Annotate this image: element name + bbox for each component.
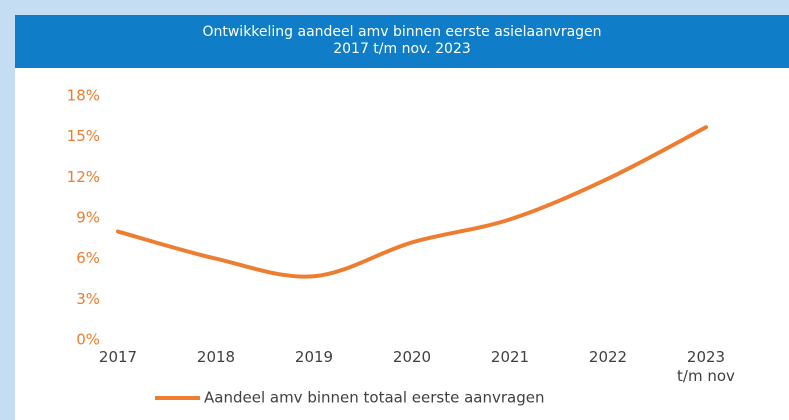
x-tick-label: 2023 t/m nov bbox=[677, 348, 735, 385]
series-line bbox=[116, 125, 708, 279]
y-tick-label: 15% bbox=[67, 127, 100, 145]
x-tick-label: 2021 bbox=[490, 348, 530, 366]
x-tick-label: 2019 bbox=[294, 348, 334, 366]
x-tick-label: 2017 bbox=[98, 348, 138, 366]
y-tick-label: 18% bbox=[67, 87, 100, 105]
panel bbox=[15, 15, 789, 420]
y-tick-label: 12% bbox=[67, 168, 100, 186]
y-tick-label: 9% bbox=[76, 209, 100, 227]
legend-label: Aandeel amv binnen totaal eerste aanvrag… bbox=[204, 389, 545, 407]
y-tick-label: 6% bbox=[76, 249, 100, 267]
x-tick-label: 2018 bbox=[196, 348, 236, 366]
chart-title: Ontwikkeling aandeel amv binnen eerste a… bbox=[15, 15, 789, 68]
x-tick-label: 2022 bbox=[588, 348, 628, 366]
y-tick-label: 0% bbox=[76, 331, 100, 349]
y-tick-label: 3% bbox=[76, 290, 100, 308]
x-tick-label: 2020 bbox=[392, 348, 432, 366]
